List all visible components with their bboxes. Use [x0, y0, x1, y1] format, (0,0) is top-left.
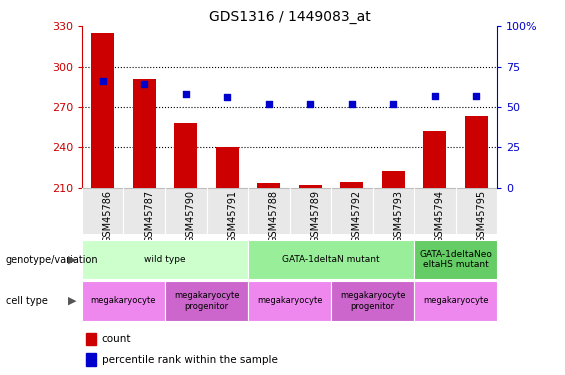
Point [223, 94, 232, 100]
Text: GSM45793: GSM45793 [393, 190, 403, 243]
Bar [414, 240, 497, 279]
Point [347, 100, 357, 106]
Point [181, 91, 190, 97]
Text: GATA-1deltaN mutant: GATA-1deltaN mutant [282, 255, 380, 264]
Text: megakaryocyte: megakaryocyte [91, 296, 156, 305]
Text: megakaryocyte
progenitor: megakaryocyte progenitor [340, 291, 405, 310]
Text: GSM45792: GSM45792 [352, 190, 362, 243]
Bar [82, 281, 165, 321]
Text: GSM45790: GSM45790 [186, 190, 195, 243]
Text: wild type: wild type [144, 255, 186, 264]
Bar [133, 79, 155, 188]
Bar [289, 188, 331, 234]
Text: GSM45787: GSM45787 [144, 190, 154, 243]
Point [431, 93, 440, 99]
Point [98, 78, 107, 84]
Text: GSM45789: GSM45789 [310, 190, 320, 243]
Point [472, 93, 481, 99]
Bar [455, 188, 497, 234]
Point [389, 100, 398, 106]
Point [264, 100, 273, 106]
Text: GSM45794: GSM45794 [435, 190, 445, 243]
Bar [123, 188, 165, 234]
Bar [382, 171, 405, 188]
Text: GSM45786: GSM45786 [103, 190, 112, 243]
Bar [414, 188, 455, 234]
Bar [82, 188, 123, 234]
Bar [414, 281, 497, 321]
Text: GSM45795: GSM45795 [476, 190, 486, 243]
Bar [165, 281, 248, 321]
Bar [82, 240, 248, 279]
Text: megakaryocyte
progenitor: megakaryocyte progenitor [174, 291, 239, 310]
Bar [175, 123, 197, 188]
Bar [465, 116, 488, 188]
Text: GSM45791: GSM45791 [227, 190, 237, 243]
Bar [165, 188, 207, 234]
Text: GATA-1deltaNeo
eltaHS mutant: GATA-1deltaNeo eltaHS mutant [419, 250, 492, 269]
Bar [216, 147, 238, 188]
Bar [341, 182, 363, 188]
Text: ▶: ▶ [68, 255, 76, 265]
Text: GSM45788: GSM45788 [269, 190, 279, 243]
Bar [373, 188, 414, 234]
Bar [248, 240, 414, 279]
Bar [248, 188, 289, 234]
Bar [92, 33, 114, 188]
Bar [424, 131, 446, 188]
Bar [299, 185, 321, 188]
Point [140, 81, 149, 87]
Point [306, 100, 315, 106]
Bar [86, 333, 97, 345]
Bar [86, 353, 97, 366]
Text: megakaryocyte: megakaryocyte [257, 296, 322, 305]
Text: count: count [102, 334, 131, 344]
Text: megakaryocyte: megakaryocyte [423, 296, 488, 305]
Bar [331, 281, 414, 321]
Bar [248, 281, 331, 321]
Bar [207, 188, 248, 234]
Text: percentile rank within the sample: percentile rank within the sample [102, 354, 278, 364]
Bar [258, 183, 280, 188]
Text: cell type: cell type [6, 296, 47, 306]
Title: GDS1316 / 1449083_at: GDS1316 / 1449083_at [208, 10, 371, 24]
Bar [331, 188, 373, 234]
Text: ▶: ▶ [68, 296, 76, 306]
Text: genotype/variation: genotype/variation [6, 255, 98, 265]
